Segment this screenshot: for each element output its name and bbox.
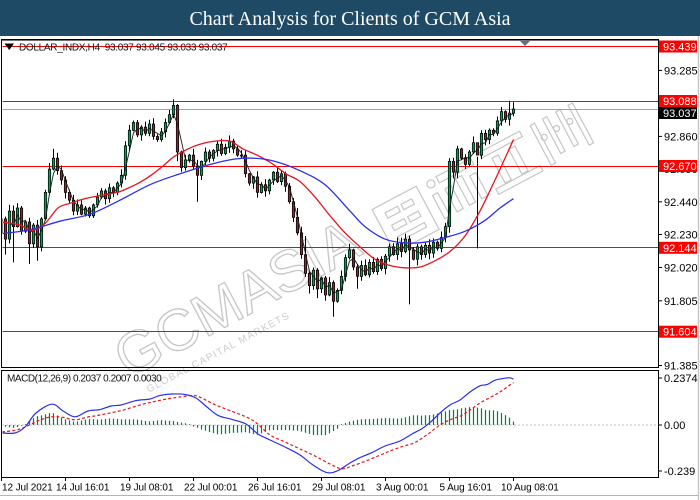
svg-text:93.037: 93.037 [663, 108, 697, 120]
svg-text:92.860: 92.860 [664, 131, 698, 143]
svg-text:-0.239: -0.239 [664, 466, 695, 478]
svg-text:0.2374: 0.2374 [664, 373, 698, 385]
svg-text:92.020: 92.020 [664, 263, 698, 275]
svg-text:Chart Analysis for Clients of: Chart Analysis for Clients of GCM Asia [189, 8, 510, 30]
svg-text:MACD(12,26,9) 0.2037 0.2007 0.: MACD(12,26,9) 0.2037 0.2007 0.0030 [7, 374, 162, 385]
svg-text:93.285: 93.285 [664, 65, 698, 77]
svg-text:0.00: 0.00 [664, 420, 685, 432]
svg-text:92.230: 92.230 [664, 230, 698, 242]
svg-text:5 Aug 16:01: 5 Aug 16:01 [440, 483, 493, 494]
svg-text:10 Aug 08:01: 10 Aug 08:01 [501, 483, 559, 494]
svg-text:3 Aug 00:01: 3 Aug 00:01 [376, 483, 429, 494]
svg-text:93.439: 93.439 [663, 42, 697, 54]
svg-text:DOLLAR_INDX,H4 93.037 93.045: DOLLAR_INDX,H4 93.037 93.045 93.033 93.0… [19, 43, 228, 54]
svg-text:26 Jul 16:01: 26 Jul 16:01 [248, 483, 302, 494]
svg-text:92.144: 92.144 [663, 243, 697, 255]
svg-text:19 Jul 08:01: 19 Jul 08:01 [120, 483, 174, 494]
svg-text:22 Jul 00:01: 22 Jul 00:01 [184, 483, 238, 494]
svg-text:92.440: 92.440 [664, 197, 698, 209]
svg-text:12 Jul 2021: 12 Jul 2021 [2, 483, 53, 494]
svg-text:91.604: 91.604 [663, 327, 697, 339]
svg-text:91.385: 91.385 [664, 361, 698, 373]
svg-text:29 Jul 08:01: 29 Jul 08:01 [312, 483, 366, 494]
svg-text:14 Jul 16:01: 14 Jul 16:01 [56, 483, 110, 494]
svg-text:93.088: 93.088 [663, 96, 697, 108]
svg-text:92.670: 92.670 [663, 161, 697, 173]
svg-text:91.805: 91.805 [664, 296, 698, 308]
